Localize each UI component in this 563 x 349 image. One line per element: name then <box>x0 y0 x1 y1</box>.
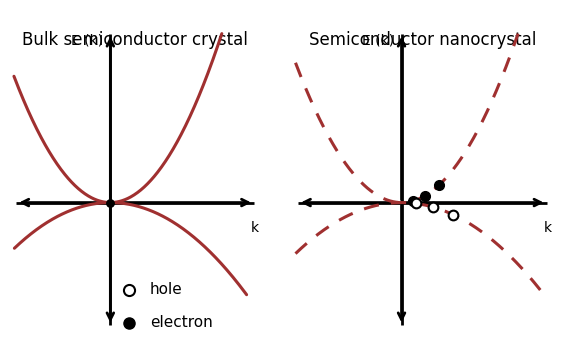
Text: hole: hole <box>150 282 182 297</box>
Text: k: k <box>251 221 259 235</box>
Text: electron: electron <box>150 315 212 330</box>
Text: Bulk semiconductor crystal: Bulk semiconductor crystal <box>22 31 248 49</box>
Text: E (k): E (k) <box>361 34 394 48</box>
Text: Semiconductor nanocrystal: Semiconductor nanocrystal <box>309 31 536 49</box>
Text: k: k <box>544 221 552 235</box>
Text: E (k): E (k) <box>71 34 103 48</box>
